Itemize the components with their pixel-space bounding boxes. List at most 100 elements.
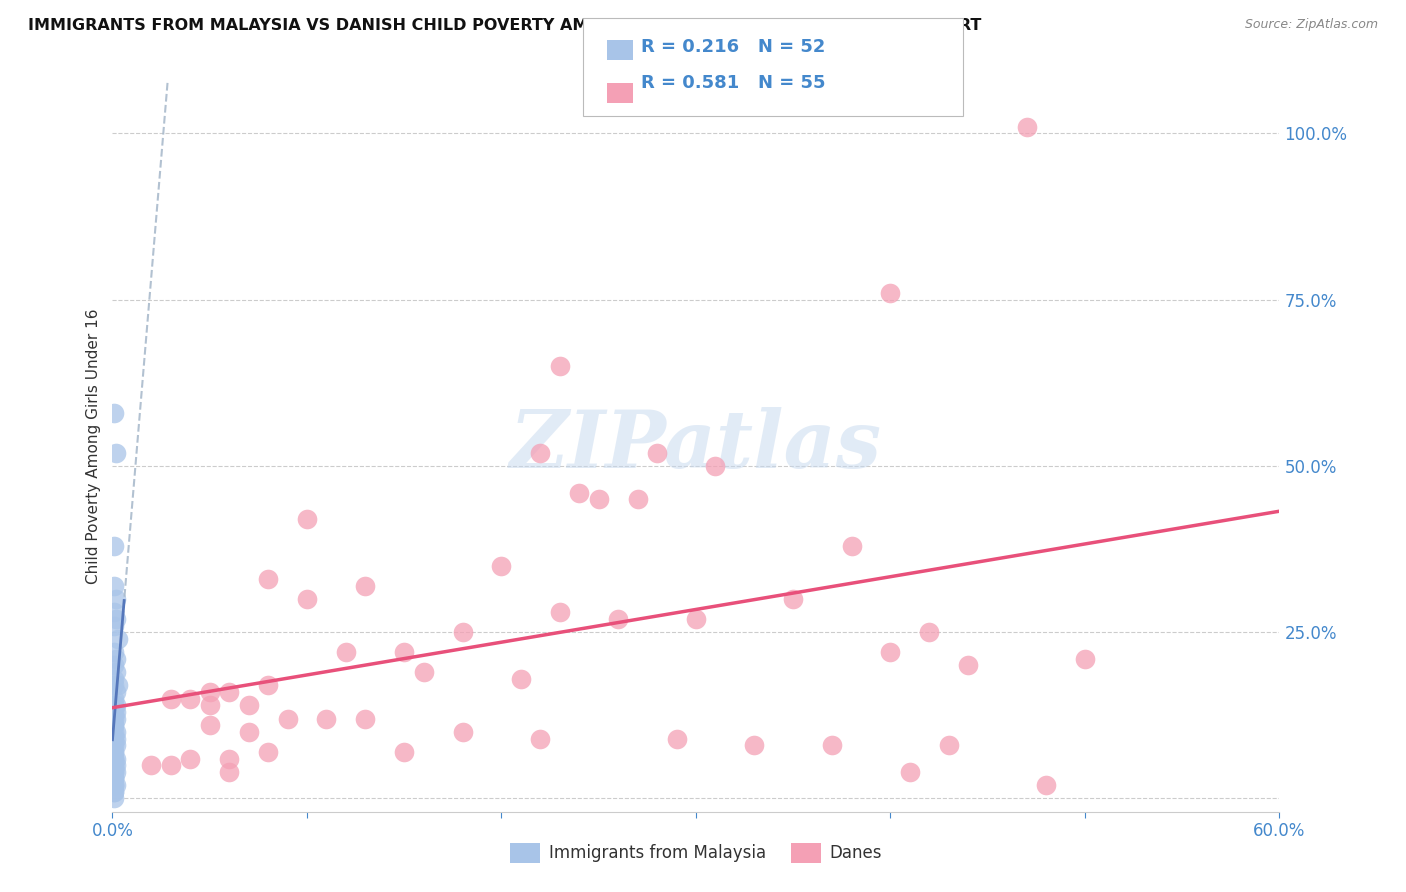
Point <box>315 712 337 726</box>
Point <box>218 764 240 779</box>
Point <box>160 758 183 772</box>
Point <box>103 406 125 420</box>
Point <box>103 645 125 659</box>
Point <box>105 725 128 739</box>
Point <box>103 691 125 706</box>
Point <box>103 672 125 686</box>
Point <box>103 758 125 772</box>
Point <box>938 738 960 752</box>
Point <box>451 625 474 640</box>
Point <box>103 698 125 713</box>
Point <box>645 445 668 459</box>
Point <box>568 485 591 500</box>
Point <box>103 605 125 619</box>
Point <box>103 751 125 765</box>
Point <box>548 605 571 619</box>
Point <box>103 772 125 786</box>
Point <box>918 625 941 640</box>
Point <box>103 778 125 792</box>
Point <box>821 738 844 752</box>
Point <box>105 612 128 626</box>
Text: R = 0.216   N = 52: R = 0.216 N = 52 <box>641 38 825 56</box>
Point <box>103 718 125 732</box>
Point <box>103 785 125 799</box>
Point <box>105 751 128 765</box>
Text: IMMIGRANTS FROM MALAYSIA VS DANISH CHILD POVERTY AMONG GIRLS UNDER 16 CORRELATIO: IMMIGRANTS FROM MALAYSIA VS DANISH CHILD… <box>28 18 981 33</box>
Point <box>782 591 804 606</box>
Point <box>103 751 125 765</box>
Point <box>879 645 901 659</box>
Point <box>491 558 513 573</box>
Point <box>548 359 571 374</box>
Point <box>179 751 201 765</box>
Point <box>742 738 765 752</box>
Point <box>107 632 129 646</box>
Point <box>105 778 128 792</box>
Point <box>103 678 125 692</box>
Legend: Immigrants from Malaysia, Danes: Immigrants from Malaysia, Danes <box>503 837 889 869</box>
Point <box>957 658 980 673</box>
Point <box>105 591 128 606</box>
Point <box>238 698 260 713</box>
Text: ZIPatlas: ZIPatlas <box>510 408 882 484</box>
Point <box>392 645 416 659</box>
Point <box>103 745 125 759</box>
Point <box>238 725 260 739</box>
Point <box>295 512 318 526</box>
Point <box>392 745 416 759</box>
Point <box>1035 778 1057 792</box>
Point <box>354 579 377 593</box>
Point <box>218 685 240 699</box>
Text: R = 0.581   N = 55: R = 0.581 N = 55 <box>641 74 825 92</box>
Point <box>105 685 128 699</box>
Point <box>103 772 125 786</box>
Point <box>105 731 128 746</box>
Point <box>103 758 125 772</box>
Point <box>103 778 125 792</box>
Point <box>704 458 727 473</box>
Point <box>160 691 183 706</box>
Point <box>295 591 318 606</box>
Point <box>105 445 128 459</box>
Point <box>685 612 707 626</box>
Point <box>141 758 163 772</box>
Point <box>879 286 901 301</box>
Point <box>103 731 125 746</box>
Point <box>103 539 125 553</box>
Point <box>898 764 921 779</box>
Point <box>198 718 221 732</box>
Point <box>103 738 125 752</box>
Point <box>198 685 221 699</box>
Point <box>103 785 125 799</box>
Point <box>1015 120 1038 134</box>
Point <box>103 791 125 805</box>
Point <box>107 678 129 692</box>
Text: Source: ZipAtlas.com: Source: ZipAtlas.com <box>1244 18 1378 31</box>
Point <box>103 658 125 673</box>
Point <box>105 738 128 752</box>
Point <box>257 678 280 692</box>
Point <box>105 705 128 719</box>
Point <box>257 572 280 586</box>
Point <box>103 764 125 779</box>
Point <box>588 492 610 507</box>
Point <box>412 665 434 679</box>
Point <box>665 731 688 746</box>
Point <box>103 718 125 732</box>
Point <box>218 751 240 765</box>
Y-axis label: Child Poverty Among Girls Under 16: Child Poverty Among Girls Under 16 <box>86 309 101 583</box>
Point <box>276 712 298 726</box>
Point <box>198 698 221 713</box>
Point <box>529 445 551 459</box>
Point <box>451 725 474 739</box>
Point <box>105 698 128 713</box>
Point <box>529 731 551 746</box>
Point <box>105 665 128 679</box>
Point <box>841 539 863 553</box>
Point <box>103 725 125 739</box>
Point <box>257 745 280 759</box>
Point <box>103 764 125 779</box>
Point <box>103 705 125 719</box>
Point <box>103 712 125 726</box>
Point <box>105 652 128 666</box>
